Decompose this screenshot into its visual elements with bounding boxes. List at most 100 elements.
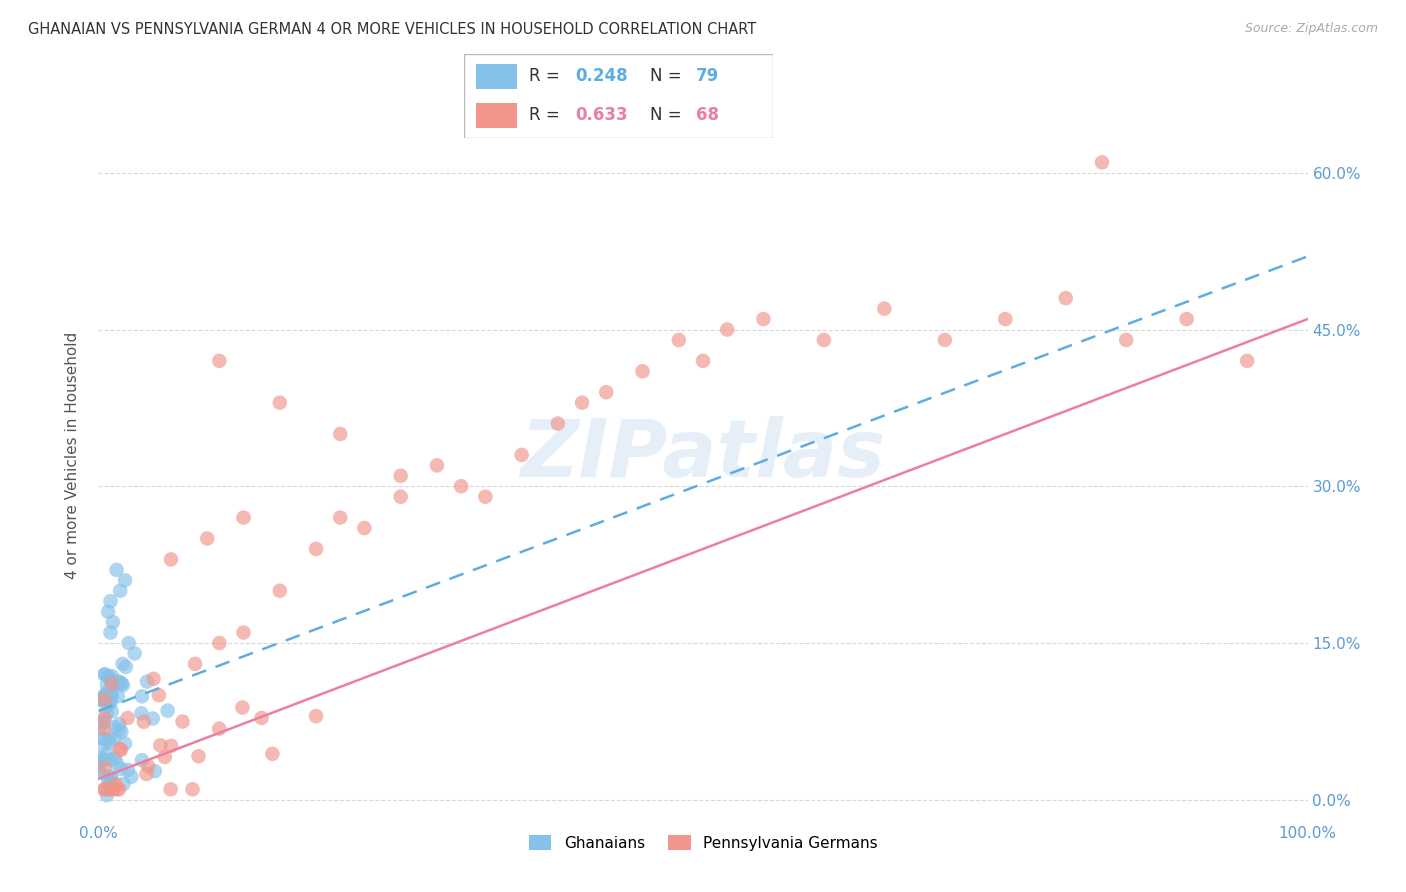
Point [98,731,121,746]
Point [96,686,118,700]
Point [692,354,714,368]
Text: 0.248: 0.248 [575,68,628,86]
Point [93,760,115,774]
Point [91,714,114,729]
Point [100,771,122,785]
Point [107,674,129,689]
Point [101,782,124,797]
Point [571,395,593,409]
Point [101,669,124,683]
Text: ZIPatlas: ZIPatlas [520,416,886,494]
Point [510,448,533,462]
Point [262,747,284,761]
Point [104,751,127,765]
Point [118,636,141,650]
Point [873,301,896,316]
Text: R =: R = [529,106,565,124]
Point [124,647,146,661]
Point [108,782,131,797]
Point [136,759,159,773]
Point [184,657,207,671]
Point [93,692,115,706]
Point [994,312,1017,326]
Point [143,764,166,779]
Bar [477,63,516,89]
Point [89,763,111,777]
Point [108,742,131,756]
Text: Source: ZipAtlas.com: Source: ZipAtlas.com [1244,22,1378,36]
Point [668,333,690,347]
Point [231,700,253,714]
Point [96,789,118,803]
Point [100,688,122,702]
Point [329,427,352,442]
Point [105,782,128,797]
Point [97,781,120,796]
Point [160,739,183,753]
Point [181,782,204,797]
Point [105,563,128,577]
Point [89,720,111,734]
Point [89,692,111,706]
Point [208,722,231,736]
Bar [477,103,516,128]
Text: 68: 68 [696,106,718,124]
Point [108,676,131,690]
Point [172,714,194,729]
Point [389,468,412,483]
Point [110,724,132,739]
Point [136,674,159,689]
Point [101,615,124,629]
Point [595,385,617,400]
Point [101,704,124,718]
FancyBboxPatch shape [464,54,773,138]
Point [149,739,172,753]
Point [104,720,127,734]
Point [87,692,110,706]
Point [108,717,131,731]
Point [389,490,412,504]
Point [93,752,115,766]
Point [131,690,153,704]
Point [135,767,157,781]
Point [98,735,121,749]
Point [547,417,569,431]
Point [752,312,775,326]
Point [98,697,121,711]
Point [269,395,291,409]
Text: N =: N = [650,68,686,86]
Y-axis label: 4 or more Vehicles in Household: 4 or more Vehicles in Household [65,331,80,579]
Point [108,723,131,737]
Point [159,782,181,797]
Point [93,714,115,729]
Point [269,583,291,598]
Point [208,636,231,650]
Point [89,751,111,765]
Point [111,676,134,690]
Point [131,706,153,721]
Point [195,532,218,546]
Point [156,704,179,718]
Point [97,670,120,684]
Point [631,364,654,378]
Point [117,763,139,777]
Point [353,521,375,535]
Point [105,756,128,770]
Point [96,746,118,760]
Point [97,605,120,619]
Point [101,689,124,703]
Point [91,739,114,753]
Point [934,333,956,347]
Text: 79: 79 [696,68,720,86]
Point [93,782,115,797]
Point [1236,354,1258,368]
Point [94,667,117,681]
Point [115,660,138,674]
Point [111,678,134,692]
Point [98,688,121,702]
Point [250,711,273,725]
Point [91,731,114,746]
Point [426,458,449,473]
Text: 0.633: 0.633 [575,106,628,124]
Point [148,688,170,702]
